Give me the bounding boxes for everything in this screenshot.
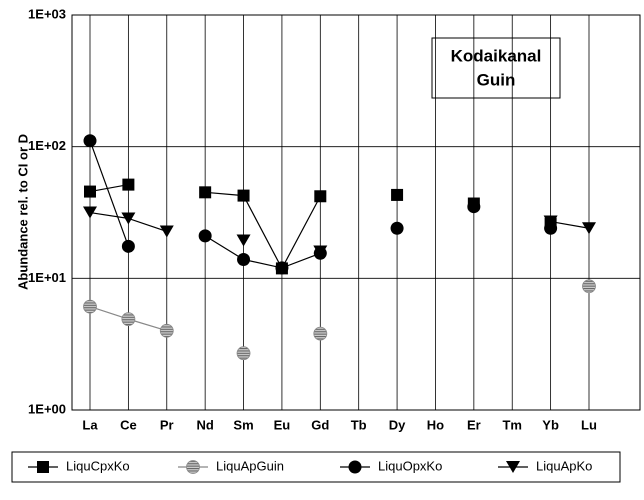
- marker: [121, 212, 136, 225]
- marker: [467, 200, 481, 214]
- x-tick-label: Gd: [311, 417, 329, 432]
- x-tick-label: Ho: [427, 417, 444, 432]
- legend-label: LiquApGuin: [216, 458, 284, 473]
- marker: [313, 326, 328, 341]
- x-tick-label: Er: [467, 417, 481, 432]
- marker: [236, 234, 251, 247]
- marker: [314, 190, 327, 203]
- marker: [159, 225, 174, 238]
- x-tick-label: Dy: [389, 417, 406, 432]
- marker: [83, 206, 97, 219]
- legend-label: LiquApKo: [536, 458, 592, 473]
- x-tick-label: Ce: [120, 417, 137, 432]
- marker: [83, 299, 97, 314]
- series-line: [90, 286, 589, 330]
- marker: [237, 253, 251, 267]
- marker: [121, 239, 135, 253]
- marker: [348, 460, 362, 474]
- marker: [198, 229, 212, 243]
- marker: [236, 346, 251, 361]
- x-tick-label: Lu: [581, 417, 597, 432]
- marker: [390, 221, 404, 235]
- legend-label: LiquCpxKo: [66, 458, 130, 473]
- x-tick-label: Tb: [351, 417, 367, 432]
- y-tick-label: 1E+01: [28, 270, 66, 285]
- marker: [544, 221, 558, 235]
- marker: [122, 178, 135, 191]
- x-tick-label: Sm: [233, 417, 253, 432]
- legend-label: LiquOpxKo: [378, 458, 442, 473]
- marker: [237, 189, 250, 202]
- x-tick-label: La: [82, 417, 98, 432]
- y-tick-label: 1E+02: [28, 138, 66, 153]
- x-tick-label: Nd: [196, 417, 213, 432]
- y-tick-label: 1E+03: [28, 6, 66, 21]
- marker: [121, 312, 136, 327]
- annotation: Kodaikanal: [451, 46, 542, 65]
- marker: [84, 185, 96, 198]
- marker: [186, 460, 200, 474]
- marker: [83, 134, 97, 148]
- marker: [543, 215, 558, 228]
- x-tick-label: Eu: [274, 417, 291, 432]
- y-tick-label: 1E+00: [28, 401, 66, 416]
- marker: [199, 186, 212, 199]
- marker: [37, 461, 49, 473]
- marker: [391, 188, 404, 201]
- x-tick-label: Tm: [502, 417, 522, 432]
- x-tick-label: Pr: [160, 417, 174, 432]
- marker: [313, 245, 328, 258]
- marker: [582, 222, 596, 235]
- x-tick-label: Yb: [542, 417, 559, 432]
- marker: [506, 461, 520, 473]
- marker: [275, 261, 289, 275]
- annotation: Guin: [477, 70, 516, 89]
- marker: [582, 279, 596, 294]
- y-axis-label: Abundance rel. to CI or D: [15, 134, 30, 290]
- annotation-box: [431, 37, 561, 99]
- marker: [159, 323, 174, 338]
